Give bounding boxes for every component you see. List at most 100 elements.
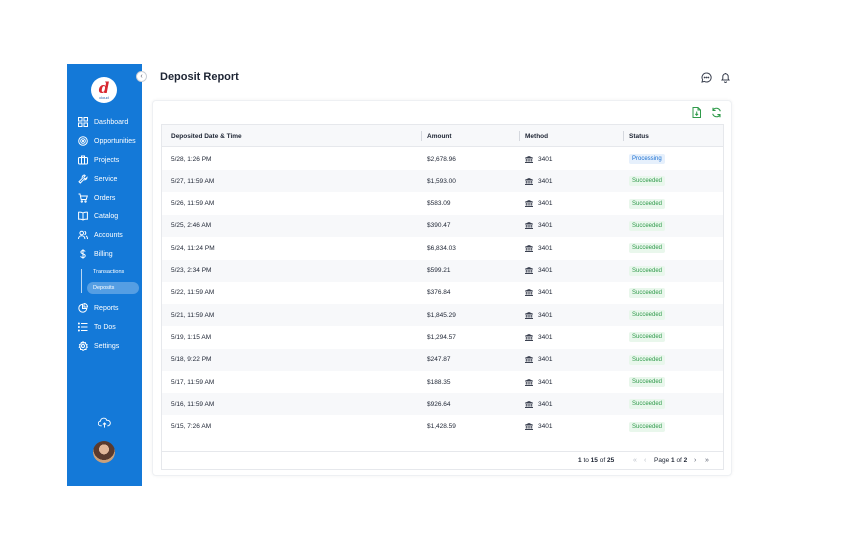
- sidebar-item-dashboard[interactable]: Dashboard: [77, 115, 128, 129]
- date-text: 5/21, 11:59 AM: [171, 311, 215, 319]
- amount-text: $1,593.00: [427, 177, 456, 185]
- column-separator: [623, 131, 624, 141]
- refresh-icon[interactable]: [711, 107, 722, 118]
- date-text: 5/15, 7:26 AM: [171, 423, 212, 431]
- sidebar-item-todos[interactable]: To Dos: [77, 320, 116, 334]
- cell-method: 3401: [525, 237, 552, 259]
- sidebar-item-label: Catalog: [94, 212, 119, 220]
- amount-text: $599.21: [427, 267, 451, 274]
- table-row[interactable]: 5/26, 11:59 AM $583.09 3401 Succeeded: [162, 193, 723, 215]
- table-footer: 1 to 15 of 25 « ‹ Page 1 of 2 › »: [162, 451, 723, 469]
- brand-logo[interactable]: d cloud: [91, 77, 117, 103]
- excel-export-icon[interactable]: [691, 107, 702, 118]
- sidebar-item-label: Projects: [94, 156, 120, 164]
- bank-icon: [525, 356, 533, 364]
- status-badge: Succeeded: [629, 198, 666, 209]
- date-text: 5/19, 1:15 AM: [171, 333, 212, 341]
- table-row[interactable]: 5/21, 11:59 AM $1,845.29 3401 Succeeded: [162, 304, 723, 327]
- cell-date: 5/18, 9:22 PM: [171, 349, 211, 371]
- page-word: Page: [654, 457, 670, 464]
- date-text: 5/26, 11:59 AM: [171, 200, 215, 208]
- table-row[interactable]: 5/23, 2:34 PM $599.21 3401 Succeeded: [162, 259, 723, 282]
- column-header-status[interactable]: Status: [629, 132, 649, 140]
- column-header-date[interactable]: Deposited Date & Time: [171, 132, 242, 140]
- cell-amount: $926.64: [427, 393, 451, 415]
- gear-icon: [77, 341, 88, 352]
- amount-text: $6,834.03: [427, 244, 456, 252]
- sidebar-item-orders[interactable]: Orders: [77, 191, 115, 205]
- bank-icon: [525, 378, 533, 386]
- chat-icon[interactable]: [701, 72, 712, 83]
- chevron-left-icon[interactable]: ‹: [136, 71, 147, 82]
- page-total: 2: [683, 457, 688, 464]
- sidebar-item-opportunities[interactable]: Opportunities: [77, 134, 136, 148]
- sidebar-item-label: Accounts: [94, 231, 123, 239]
- bank-icon: [525, 155, 533, 163]
- table-row[interactable]: 5/16, 11:59 AM $926.64 3401 Succeeded: [162, 393, 723, 416]
- cell-amount: $188.35: [427, 371, 451, 393]
- range-to: to: [583, 457, 589, 464]
- page-indicator: Page 1 of 2: [654, 452, 687, 469]
- cell-date: 5/27, 11:59 AM: [171, 170, 214, 192]
- sidebar-item-catalog[interactable]: Catalog: [77, 209, 118, 223]
- table-row[interactable]: 5/18, 9:22 PM $247.87 3401 Succeeded: [162, 348, 723, 371]
- cloud-upload-icon[interactable]: [98, 417, 111, 429]
- table-row[interactable]: 5/15, 7:26 AM $1,428.59 3401 Succeeded: [162, 416, 723, 438]
- prev-page-icon[interactable]: ‹: [644, 457, 647, 464]
- table-row[interactable]: 5/25, 2:46 AM $390.47 3401 Succeeded: [162, 214, 723, 237]
- status-badge: Succeeded: [629, 354, 666, 365]
- sidebar-item-accounts[interactable]: Accounts: [77, 228, 123, 242]
- cell-method: 3401: [525, 371, 552, 393]
- date-text: 5/28, 1:26 PM: [171, 155, 212, 163]
- date-text: 5/24, 11:24 PM: [171, 244, 215, 252]
- column-separator: [519, 131, 520, 141]
- cell-amount: $583.09: [427, 193, 451, 215]
- cell-status: Succeeded: [629, 416, 666, 438]
- sidebar-item-settings[interactable]: Settings: [77, 339, 119, 353]
- table-row[interactable]: 5/17, 11:59 AM $188.35 3401 Succeeded: [162, 371, 723, 393]
- table-row[interactable]: 5/22, 11:59 AM $376.84 3401 Succeeded: [162, 282, 723, 304]
- table-row[interactable]: 5/28, 1:26 PM $2,678.96 3401 Processing: [162, 148, 723, 170]
- next-page-icon[interactable]: ›: [694, 457, 697, 464]
- cell-status: Succeeded: [629, 304, 666, 326]
- first-page-icon[interactable]: «: [633, 457, 637, 464]
- cell-method: 3401: [525, 416, 552, 438]
- cell-amount: $1,294.57: [427, 326, 456, 348]
- cell-date: 5/16, 11:59 AM: [171, 393, 214, 415]
- deposit-table: Deposited Date & Time Amount Method Stat…: [161, 124, 724, 470]
- sidebar-item-label: Service: [94, 175, 118, 183]
- bell-icon[interactable]: [720, 72, 731, 83]
- pagination-range: 1 to 15 of 25: [578, 452, 614, 469]
- table-row[interactable]: 5/27, 11:59 AM $1,593.00 3401 Succeeded: [162, 170, 723, 193]
- bank-icon: [525, 333, 533, 341]
- cell-amount: $1,593.00: [427, 170, 456, 192]
- column-header-amount[interactable]: Amount: [427, 132, 452, 140]
- sidebar-item-reports[interactable]: Reports: [77, 301, 119, 315]
- status-badge: Succeeded: [629, 243, 666, 254]
- method-text: 3401: [538, 333, 553, 341]
- table-row[interactable]: 5/24, 11:24 PM $6,834.03 3401 Succeeded: [162, 237, 723, 259]
- last-page-icon[interactable]: »: [705, 457, 709, 464]
- cell-amount: $1,845.29: [427, 304, 456, 326]
- sidebar-subitem-transactions[interactable]: Transactions: [87, 266, 124, 278]
- page-current: 1: [671, 457, 675, 464]
- cell-method: 3401: [525, 170, 552, 192]
- page-of: of: [676, 457, 682, 464]
- bank-icon: [525, 423, 533, 431]
- cell-amount: $1,428.59: [427, 416, 456, 438]
- book-icon: [77, 211, 88, 222]
- cell-status: Succeeded: [629, 170, 666, 192]
- amount-text: $1,428.59: [427, 423, 456, 431]
- column-header-method[interactable]: Method: [525, 132, 549, 140]
- avatar[interactable]: [93, 441, 115, 463]
- table-row[interactable]: 5/19, 1:15 AM $1,294.57 3401 Succeeded: [162, 326, 723, 348]
- status-badge: Succeeded: [629, 399, 666, 410]
- range-total: 25: [606, 457, 615, 464]
- logo-text: cloud: [99, 95, 109, 100]
- sidebar-item-billing[interactable]: Billing: [77, 247, 113, 261]
- method-text: 3401: [538, 378, 553, 386]
- sidebar-subitem-deposits[interactable]: Deposits: [87, 282, 139, 294]
- sidebar-item-projects[interactable]: Projects: [77, 153, 119, 167]
- sidebar-item-service[interactable]: Service: [77, 172, 117, 186]
- date-text: 5/22, 11:59 AM: [171, 289, 215, 297]
